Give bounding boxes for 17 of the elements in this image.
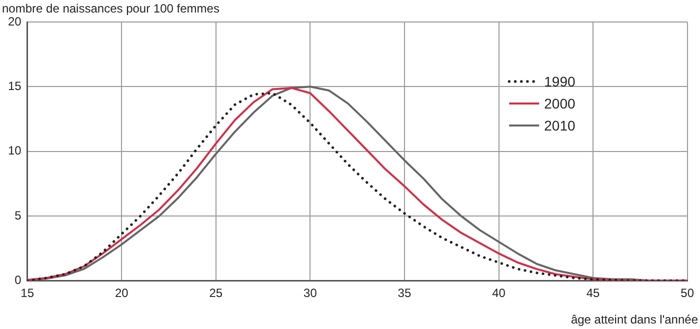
x-tick-label: 35 xyxy=(398,286,412,300)
x-tick-label: 20 xyxy=(114,286,129,300)
x-tick-label: 40 xyxy=(492,286,506,300)
legend-label: 2000 xyxy=(544,95,576,112)
legend-label: 1990 xyxy=(544,73,576,90)
legend-label: 2010 xyxy=(544,117,576,134)
x-tick-label: 50 xyxy=(680,286,694,300)
y-tick-label: 0 xyxy=(14,272,22,287)
x-tick-label: 30 xyxy=(304,286,318,300)
y-axis-title: nombre de naissances pour 100 femmes xyxy=(2,1,220,16)
y-tick-label: 15 xyxy=(8,78,22,93)
x-tick-label: 45 xyxy=(586,286,600,300)
y-tick-label: 20 xyxy=(8,14,22,28)
y-tick-label: 10 xyxy=(8,144,22,158)
x-tick-label: 25 xyxy=(209,286,223,300)
y-tick-label: 5 xyxy=(14,208,22,222)
x-axis-title: âge atteint dans l'année xyxy=(570,312,698,326)
